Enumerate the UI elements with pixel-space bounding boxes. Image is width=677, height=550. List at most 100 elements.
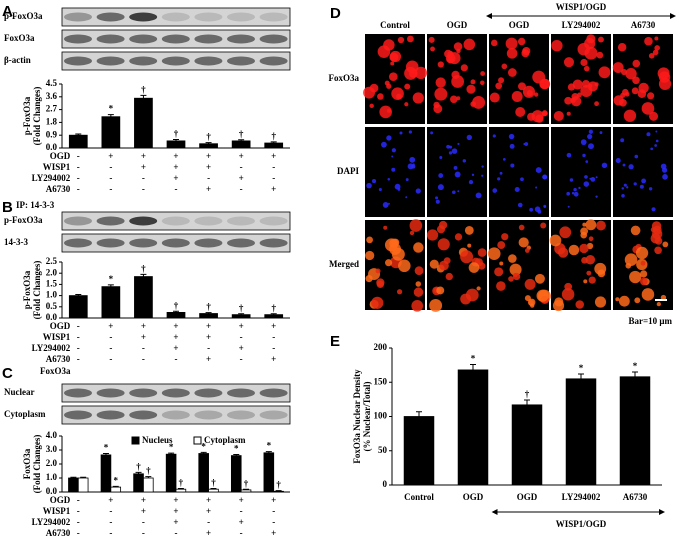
significance: *: [471, 354, 476, 364]
blot-header: IP: 14-3-3: [16, 200, 55, 210]
y-tick-label: 0.5: [46, 301, 58, 311]
condition-mark: -: [77, 184, 80, 194]
header: WISP1/OGD: [556, 2, 607, 12]
bar: [230, 455, 242, 493]
error-bar: [107, 284, 114, 287]
condition-mark: +: [271, 184, 276, 194]
cell: [413, 287, 424, 297]
cell: [632, 76, 640, 85]
bar: [199, 143, 218, 149]
error-bar: [270, 141, 277, 144]
cell: [451, 70, 460, 79]
condition-mark: -: [272, 343, 275, 353]
condition-mark: +: [206, 528, 211, 538]
cell: [390, 61, 395, 66]
cell: [585, 255, 596, 265]
cell: [515, 107, 526, 117]
cell: [398, 259, 411, 273]
y-tick-label: 1.5: [46, 278, 58, 288]
cell: [470, 101, 476, 107]
cell: [415, 188, 421, 194]
cell: [583, 279, 588, 284]
cell: [575, 300, 585, 309]
cell: [497, 241, 506, 250]
cell: [492, 188, 498, 193]
cell: [543, 205, 547, 208]
bar: [68, 295, 88, 319]
condition-mark: -: [77, 506, 80, 516]
cell: [587, 143, 594, 150]
bar: [264, 142, 284, 149]
cell: [647, 92, 655, 100]
bar: [100, 454, 112, 493]
significance: †: [174, 129, 179, 139]
legend-swatch: [193, 436, 202, 445]
condition-name: LY294002: [32, 343, 71, 353]
condition-mark: -: [109, 343, 112, 353]
cell: [404, 83, 411, 90]
blot-label: FoxO3a: [4, 33, 35, 43]
blot-band: [64, 238, 92, 248]
cell: [470, 79, 476, 85]
blot-band: [194, 12, 223, 22]
cell: [407, 35, 414, 43]
cell: [428, 36, 435, 43]
condition-mark: +: [239, 343, 244, 353]
cell: [625, 68, 637, 80]
condition-mark: +: [239, 151, 244, 161]
condition-name: WISP1: [43, 162, 71, 172]
cell: [662, 174, 668, 180]
blot-band: [194, 34, 223, 44]
cell: [388, 72, 398, 82]
cell: [580, 58, 588, 67]
condition-mark: -: [175, 184, 178, 194]
blot-band: [96, 34, 125, 44]
panel-label: B: [2, 199, 13, 216]
bar: [231, 140, 251, 149]
condition-mark: +: [206, 162, 211, 172]
bar: [175, 488, 187, 493]
blot-band: [64, 12, 92, 22]
significance: *: [579, 363, 584, 373]
cell: [533, 92, 539, 97]
y-tick-label: 50: [378, 445, 388, 455]
condition-name: LY294002: [32, 173, 71, 183]
error-bar: [135, 471, 142, 474]
cell: [505, 37, 518, 50]
cell: [621, 193, 625, 198]
bar: [273, 490, 284, 493]
cell: [430, 46, 435, 52]
cell: [553, 110, 564, 121]
cell: [497, 177, 501, 181]
cell: [623, 183, 627, 187]
cell: [567, 205, 570, 208]
cell: [654, 36, 659, 41]
bar: [263, 452, 275, 493]
cell: [439, 156, 443, 160]
error-bar: [200, 451, 207, 454]
cell: [621, 187, 625, 190]
cell: [499, 171, 503, 175]
condition-mark: -: [77, 528, 80, 538]
blot-band: [64, 34, 92, 44]
cell: [571, 93, 579, 101]
cell: [518, 237, 529, 248]
condition-mark: +: [271, 495, 276, 505]
cell: [661, 167, 668, 173]
bar: [134, 97, 153, 149]
cell: [396, 289, 403, 295]
cell: [580, 231, 588, 239]
y-tick-label: 0.0: [46, 486, 58, 496]
cell: [371, 296, 384, 309]
blot-band: [96, 388, 125, 398]
condition-mark: -: [109, 506, 112, 516]
blot-band: [259, 34, 288, 44]
blot-band: [259, 216, 288, 226]
condition-mark: -: [240, 528, 243, 538]
y-axis-label: (Fold Changes): [32, 87, 42, 146]
condition-mark: +: [206, 506, 211, 516]
error-bar: [75, 133, 82, 136]
cell: [641, 102, 655, 115]
blot-label: 14-3-3: [4, 237, 28, 247]
cell: [404, 102, 409, 107]
